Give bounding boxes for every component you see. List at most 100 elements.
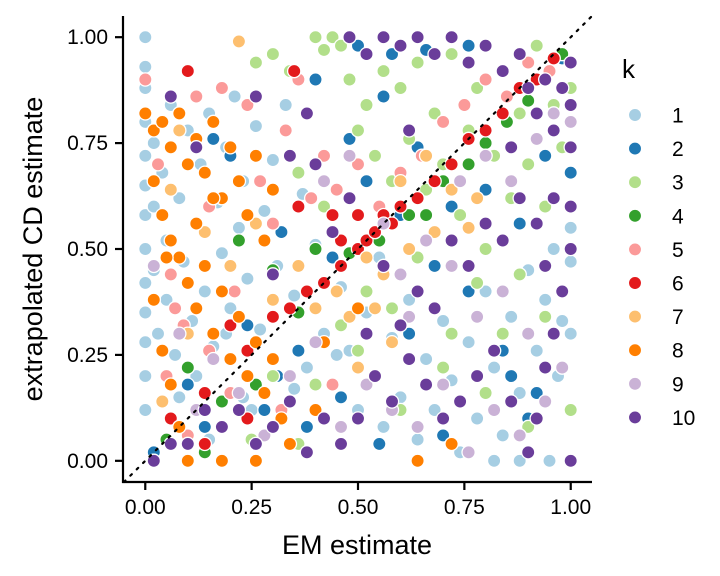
y-axis-ticks: 0.00 0.25 0.50 0.75 1.00 xyxy=(67,26,123,473)
data-point xyxy=(418,233,434,248)
data-point xyxy=(461,55,476,70)
legend-key xyxy=(627,208,643,224)
data-point xyxy=(546,190,561,206)
data-point xyxy=(163,233,179,248)
data-point xyxy=(427,46,442,62)
data-point xyxy=(537,292,553,308)
data-point xyxy=(303,190,319,206)
data-point xyxy=(257,428,272,443)
data-point xyxy=(457,97,472,113)
y-tick-label: 0.25 xyxy=(67,344,108,367)
data-point xyxy=(469,309,485,325)
data-point xyxy=(155,394,170,409)
legend-label: 10 xyxy=(672,407,695,430)
data-point xyxy=(172,106,187,121)
data-point xyxy=(197,402,213,418)
data-point xyxy=(223,258,238,274)
data-point xyxy=(252,173,268,189)
data-point xyxy=(333,233,349,248)
data-point xyxy=(503,140,519,155)
data-point xyxy=(563,114,578,130)
y-tick-label: 0.50 xyxy=(67,238,108,261)
series-k-6 xyxy=(146,51,561,469)
data-point xyxy=(478,135,493,151)
y-tick-label: 0.00 xyxy=(67,450,108,473)
points-layer xyxy=(138,29,578,469)
data-point xyxy=(248,453,264,469)
data-point xyxy=(180,436,196,452)
data-point xyxy=(342,190,357,206)
data-point xyxy=(282,436,298,452)
data-point xyxy=(333,38,349,53)
data-point xyxy=(376,89,391,104)
data-point xyxy=(512,267,527,282)
data-point xyxy=(231,402,247,418)
data-point xyxy=(342,72,357,87)
data-point xyxy=(350,343,366,358)
data-point xyxy=(401,309,417,325)
data-point xyxy=(291,343,306,358)
data-point xyxy=(240,411,255,426)
data-point xyxy=(265,368,281,384)
data-point xyxy=(257,385,272,401)
data-point xyxy=(410,419,425,435)
data-point xyxy=(427,301,442,316)
legend-label: 8 xyxy=(672,340,684,363)
data-point xyxy=(316,411,332,426)
data-point xyxy=(138,207,153,223)
data-point xyxy=(231,309,247,325)
data-point xyxy=(231,385,247,401)
data-point xyxy=(274,411,289,426)
data-point xyxy=(138,59,153,75)
data-point xyxy=(520,93,536,108)
data-point xyxy=(435,377,451,392)
data-point xyxy=(240,368,255,384)
data-point xyxy=(227,284,242,299)
data-point xyxy=(248,436,264,452)
legend-item-10: 10 xyxy=(627,407,695,430)
data-point xyxy=(163,411,179,426)
data-point xyxy=(138,29,153,45)
data-point xyxy=(537,72,553,87)
data-point xyxy=(350,360,366,375)
data-point xyxy=(150,157,166,172)
series-k-7 xyxy=(155,34,485,409)
legend-label: 3 xyxy=(672,172,684,195)
data-point xyxy=(486,360,502,375)
data-point xyxy=(469,411,485,426)
data-point xyxy=(512,428,527,443)
data-point xyxy=(435,114,451,130)
data-point xyxy=(418,182,434,197)
x-axis-title: EM estimate xyxy=(282,530,432,560)
data-point xyxy=(325,29,340,45)
data-point xyxy=(503,368,519,384)
data-point xyxy=(469,368,485,384)
data-point xyxy=(342,309,357,325)
data-point xyxy=(461,284,476,299)
data-point xyxy=(167,347,183,363)
data-point xyxy=(206,114,221,130)
data-point xyxy=(376,258,391,274)
data-point xyxy=(401,351,417,367)
data-point xyxy=(563,220,578,236)
data-point xyxy=(325,250,340,265)
data-point xyxy=(512,216,527,231)
data-point xyxy=(401,123,417,138)
data-point xyxy=(537,309,553,325)
data-point xyxy=(138,402,153,418)
data-point xyxy=(554,360,570,375)
data-point xyxy=(427,258,442,274)
data-point xyxy=(299,419,315,435)
data-point xyxy=(563,165,578,180)
data-point xyxy=(478,284,493,299)
data-point xyxy=(410,55,425,70)
data-point xyxy=(206,190,221,206)
data-point xyxy=(444,46,459,62)
data-point xyxy=(418,207,434,223)
legend-label: 4 xyxy=(672,205,684,228)
data-point xyxy=(529,343,544,358)
data-point xyxy=(520,55,536,70)
data-point xyxy=(214,80,230,96)
data-point xyxy=(478,216,493,231)
data-point xyxy=(257,203,272,219)
